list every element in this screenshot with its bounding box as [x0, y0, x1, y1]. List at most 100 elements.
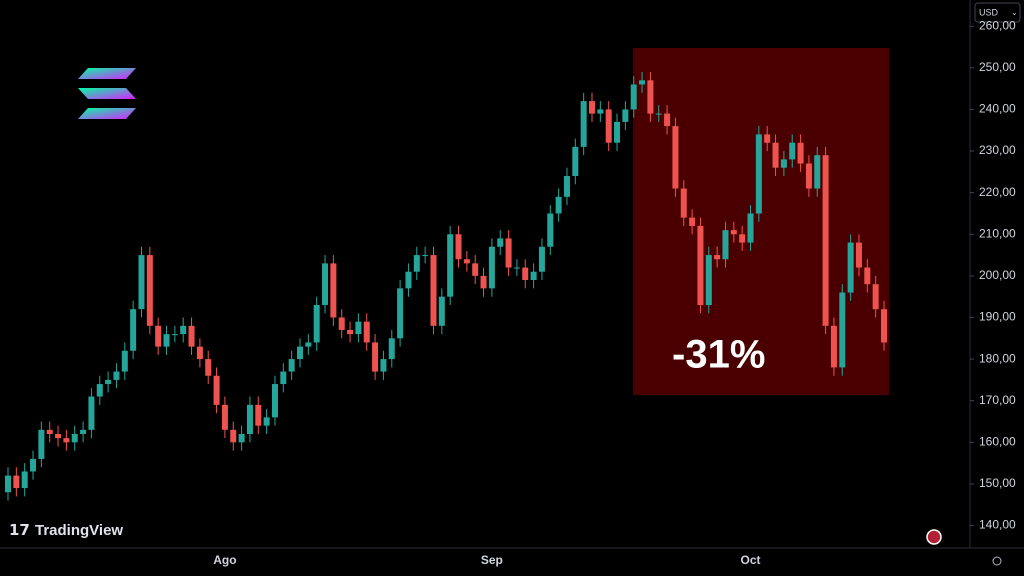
y-tick-label: 170,00 — [979, 393, 1016, 407]
candle-body — [872, 284, 879, 310]
candle-body — [538, 246, 545, 272]
candle-body — [505, 238, 512, 268]
candle-body — [271, 384, 278, 418]
y-tick-label: 240,00 — [979, 102, 1016, 116]
candle-body — [71, 433, 78, 443]
candle-body — [405, 271, 412, 289]
y-tick-label: 160,00 — [979, 434, 1016, 448]
candle-body — [555, 196, 562, 214]
y-tick-label: 230,00 — [979, 143, 1016, 157]
candle-body — [689, 217, 696, 226]
candle-body — [388, 338, 395, 360]
candle-body — [46, 429, 53, 434]
candle-body — [305, 342, 312, 347]
candle-body — [730, 230, 737, 235]
candle-body — [705, 255, 712, 305]
candle-body — [589, 101, 595, 114]
candle-body — [88, 396, 95, 430]
candle-body — [455, 234, 462, 260]
annotation: -31% — [672, 333, 765, 377]
solana-logo — [78, 68, 136, 119]
candle-body — [355, 321, 362, 335]
candle-body — [55, 433, 62, 439]
dropdown-caret: ⌄ — [1011, 8, 1018, 17]
x-tick-label: Sep — [481, 553, 503, 567]
candle-body — [338, 317, 345, 330]
candle-body — [280, 371, 287, 385]
y-tick-label: 260,00 — [979, 18, 1016, 32]
candle-body — [180, 325, 187, 335]
candle-body — [105, 379, 112, 385]
candle-body — [347, 329, 354, 335]
candle-body — [163, 334, 170, 347]
candle-body — [5, 475, 11, 493]
candle-body — [580, 101, 587, 147]
candle-body — [63, 438, 70, 443]
candle-body — [146, 255, 153, 326]
candle-body — [447, 234, 454, 297]
candle-body — [605, 109, 612, 143]
candle-body — [839, 292, 846, 368]
candle-body — [739, 234, 746, 243]
candle-body — [672, 126, 679, 189]
candle-body — [747, 213, 754, 243]
candle-body — [463, 259, 470, 264]
candle-body — [622, 109, 629, 122]
y-tick-label: 140,00 — [979, 518, 1016, 532]
candle-body — [805, 163, 812, 189]
candle-body — [422, 255, 429, 257]
candle-body — [797, 142, 804, 164]
candle-body — [13, 475, 20, 489]
candle-body — [647, 80, 654, 114]
candle-body — [438, 296, 445, 326]
settings-icon[interactable] — [992, 556, 1002, 566]
candle-body — [196, 346, 203, 360]
candle-body — [313, 304, 320, 343]
candle-body — [413, 255, 420, 272]
candle-body — [764, 134, 771, 143]
currency-select[interactable] — [974, 2, 1021, 23]
candle-body — [21, 471, 28, 489]
x-tick-label: Oct — [741, 553, 761, 567]
candle-body — [30, 458, 37, 472]
flag-icon[interactable] — [926, 529, 942, 545]
candle-body — [497, 238, 504, 247]
candle-body — [547, 213, 554, 247]
candle-body — [864, 267, 871, 285]
candle-body — [714, 255, 721, 260]
candle-body — [322, 263, 329, 305]
candle-body — [397, 288, 404, 339]
candle-body — [80, 429, 87, 434]
candle-body — [263, 417, 270, 426]
candle-body — [513, 267, 520, 269]
candle-body — [238, 433, 245, 443]
candle-body — [655, 113, 662, 115]
candle-body — [372, 342, 379, 372]
candle-body — [630, 84, 637, 110]
candle-body — [664, 113, 671, 127]
candle-body — [563, 176, 570, 197]
candle-body — [755, 134, 762, 214]
candle-body — [597, 109, 604, 114]
y-tick-label: 200,00 — [979, 268, 1016, 282]
candle-body — [130, 309, 137, 351]
x-tick-label: Ago — [213, 553, 236, 567]
candle-body — [430, 255, 437, 326]
candle-body — [522, 267, 529, 281]
candle-body — [572, 146, 579, 177]
candle-body — [847, 242, 854, 293]
candle-body — [213, 375, 220, 405]
candle-body — [380, 359, 387, 372]
candle-body — [614, 121, 621, 143]
y-tick-label: 180,00 — [979, 351, 1016, 365]
candle-body — [472, 263, 479, 276]
y-tick-label: 210,00 — [979, 226, 1016, 240]
candle-body — [789, 142, 796, 160]
y-tick-label: 190,00 — [979, 310, 1016, 324]
candle-body — [330, 263, 337, 318]
candle-body — [780, 159, 787, 168]
candle-body — [230, 429, 237, 443]
candle-body — [822, 155, 829, 326]
y-tick-label: 250,00 — [979, 60, 1016, 74]
